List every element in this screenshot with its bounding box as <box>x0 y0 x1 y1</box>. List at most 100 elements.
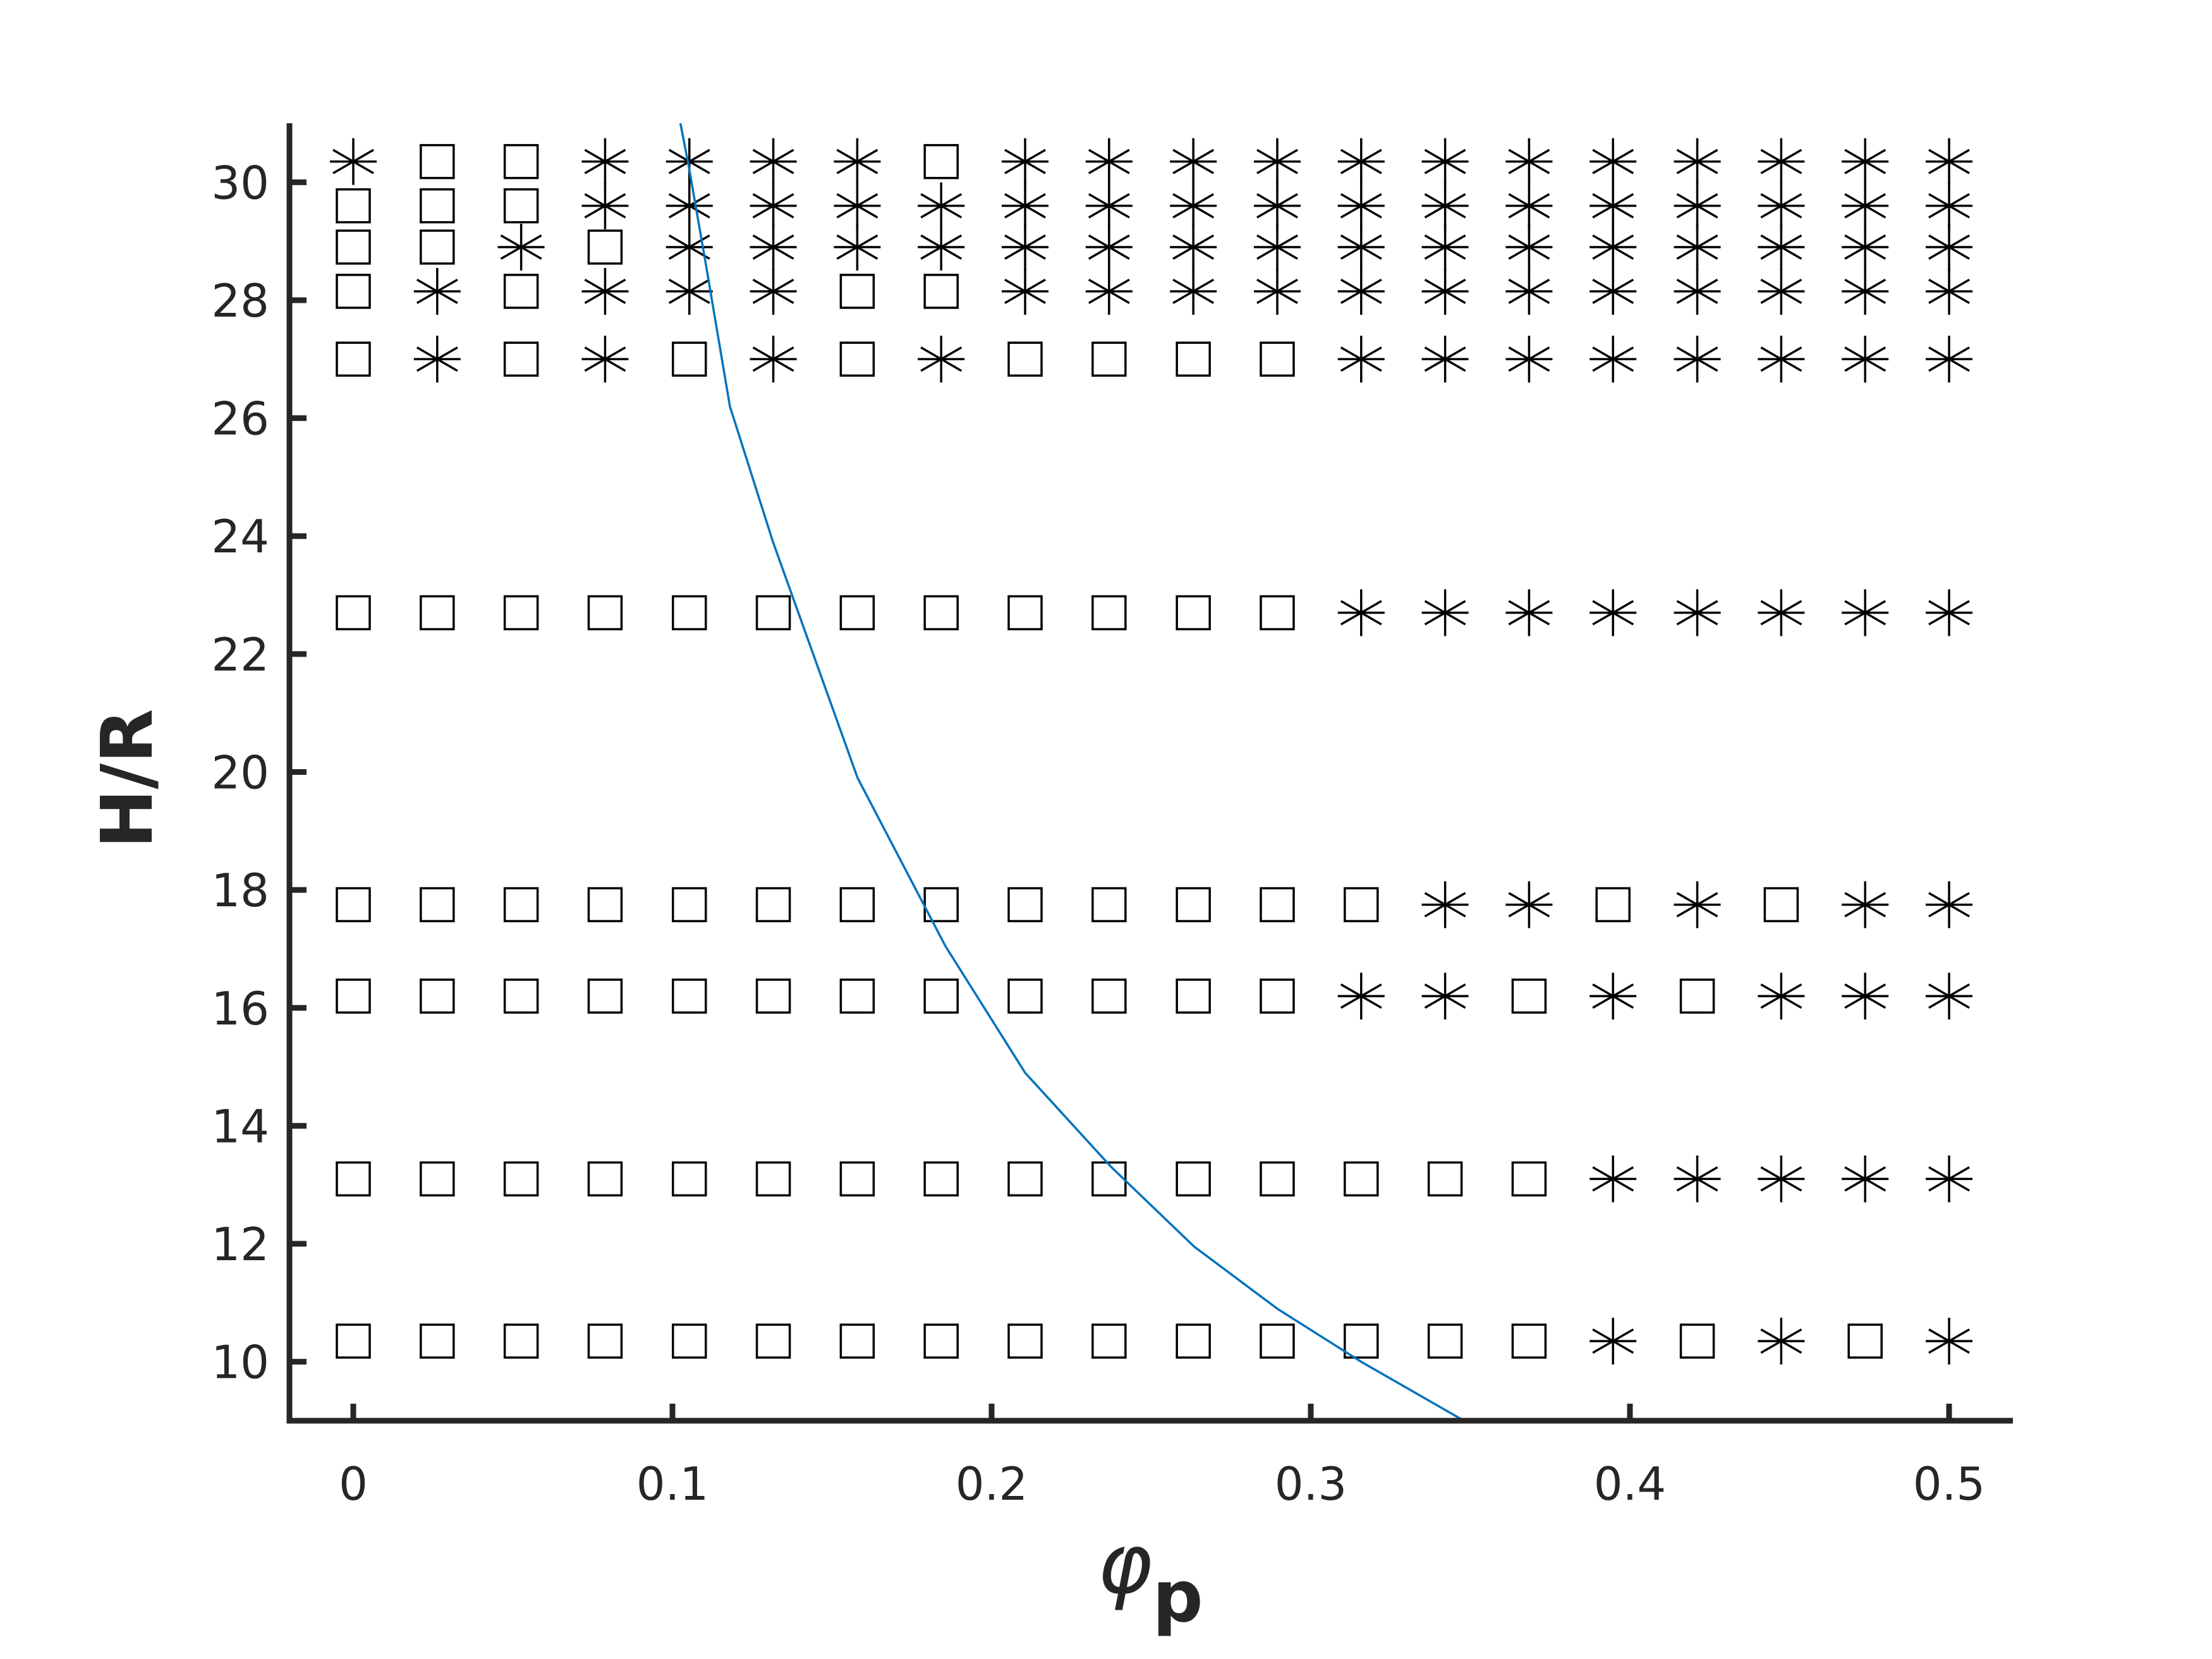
square-marker <box>336 229 371 265</box>
square-marker <box>1260 887 1295 923</box>
square-marker <box>755 595 791 631</box>
y-axis-title: H/R <box>87 709 169 849</box>
asterisk-marker <box>918 336 965 383</box>
square-marker <box>923 595 959 631</box>
x-tick-label: 0.3 <box>1275 1457 1347 1510</box>
square-marker <box>755 887 791 923</box>
asterisk-marker <box>581 267 629 315</box>
asterisk-marker <box>1842 223 1889 270</box>
y-axis-ticks: 10 12 14 16 18 20 22 24 26 28 30 <box>211 156 307 1389</box>
asterisk-marker <box>1589 138 1637 185</box>
asterisk-marker <box>1758 589 1805 636</box>
y-tick-label: 26 <box>211 392 269 446</box>
square-marker <box>1007 978 1043 1014</box>
asterisk-marker <box>1926 589 1972 636</box>
asterisk-marker <box>1085 267 1133 315</box>
y-tick-label: 20 <box>211 746 269 799</box>
square-marker <box>1847 1323 1883 1359</box>
asterisk-marker <box>1842 1155 1889 1203</box>
asterisk-marker <box>1505 138 1553 185</box>
square-marker <box>1595 887 1631 923</box>
asterisk-marker <box>1674 1155 1721 1203</box>
x-tick-label: 0 <box>339 1457 368 1510</box>
x-axis-ticks: 0 0.1 0.2 0.3 0.4 0.5 <box>339 1404 1985 1510</box>
asterisk-marker <box>1842 267 1889 315</box>
asterisk-marker <box>413 336 461 383</box>
asterisk-marker <box>1589 223 1637 270</box>
asterisk-marker <box>1758 182 1805 229</box>
asterisk-marker <box>1505 881 1553 928</box>
asterisk-marker <box>1674 336 1721 383</box>
asterisk-marker <box>1842 336 1889 383</box>
asterisk-marker <box>665 138 713 185</box>
asterisk-marker <box>1253 182 1301 229</box>
asterisk-marker <box>1421 138 1469 185</box>
asterisk-marker <box>1421 589 1469 636</box>
square-marker <box>1091 887 1127 923</box>
square-marker <box>839 1161 875 1197</box>
square-marker <box>1007 1161 1043 1197</box>
y-tick-label: 24 <box>211 510 269 563</box>
axes <box>286 123 2013 1424</box>
square-marker <box>839 341 875 377</box>
asterisk-marker <box>1253 223 1301 270</box>
square-marker <box>1679 1323 1715 1359</box>
square-marker <box>1007 887 1043 923</box>
asterisk-marker <box>1421 267 1469 315</box>
asterisk-marker <box>581 336 629 383</box>
asterisk-marker <box>413 267 461 315</box>
y-tick-label: 14 <box>211 1100 269 1153</box>
square-marker <box>503 595 539 631</box>
square-marker <box>923 274 959 309</box>
asterisk-marker <box>1842 881 1889 928</box>
asterisk-marker <box>1085 182 1133 229</box>
asterisk-marker <box>1002 138 1049 185</box>
asterisk-marker <box>1170 267 1217 315</box>
asterisk-marker <box>1505 182 1553 229</box>
square-marker <box>923 1323 959 1359</box>
square-marker <box>587 1161 623 1197</box>
x-axis-title-subscript: p <box>1152 1556 1203 1638</box>
asterisk-marker <box>1337 182 1385 229</box>
square-marker <box>1176 341 1211 377</box>
square-marker <box>420 229 455 265</box>
asterisk-marker <box>665 182 713 229</box>
asterisk-marker <box>1842 182 1889 229</box>
asterisk-marker <box>1926 881 1972 928</box>
square-marker <box>839 887 875 923</box>
asterisk-marker <box>1674 267 1721 315</box>
asterisk-marker <box>1253 267 1301 315</box>
x-tick-label: 0.1 <box>636 1457 709 1510</box>
x-tick-label: 0.2 <box>956 1457 1028 1510</box>
square-marker <box>1511 1161 1547 1197</box>
square-marker <box>1679 978 1715 1014</box>
square-marker <box>1763 887 1799 923</box>
asterisk-marker <box>1674 881 1721 928</box>
asterisk-marker <box>1758 267 1805 315</box>
asterisk-marker <box>330 138 377 185</box>
y-tick-label: 10 <box>211 1336 269 1389</box>
asterisk-marker <box>1926 1155 1972 1203</box>
square-marker <box>1176 595 1211 631</box>
asterisk-marker <box>1337 973 1385 1020</box>
square-marker <box>923 1161 959 1197</box>
square-marker <box>839 595 875 631</box>
square-marker <box>336 595 371 631</box>
asterisk-marker <box>1926 138 1972 185</box>
asterisk-marker <box>834 223 881 270</box>
square-marker <box>672 978 707 1014</box>
asterisk-marker <box>1421 881 1469 928</box>
square-marker <box>420 1161 455 1197</box>
square-marker <box>1091 1161 1127 1197</box>
square-marker <box>672 595 707 631</box>
square-marker <box>336 1323 371 1359</box>
asterisk-marker <box>834 182 881 229</box>
asterisk-marker <box>1758 1318 1805 1365</box>
x-tick-label: 0.5 <box>1913 1457 1986 1510</box>
asterisk-marker <box>1926 336 1972 383</box>
square-marker <box>755 1161 791 1197</box>
square-marker <box>336 274 371 309</box>
y-tick-label: 16 <box>211 982 269 1035</box>
square-marker <box>336 188 371 224</box>
